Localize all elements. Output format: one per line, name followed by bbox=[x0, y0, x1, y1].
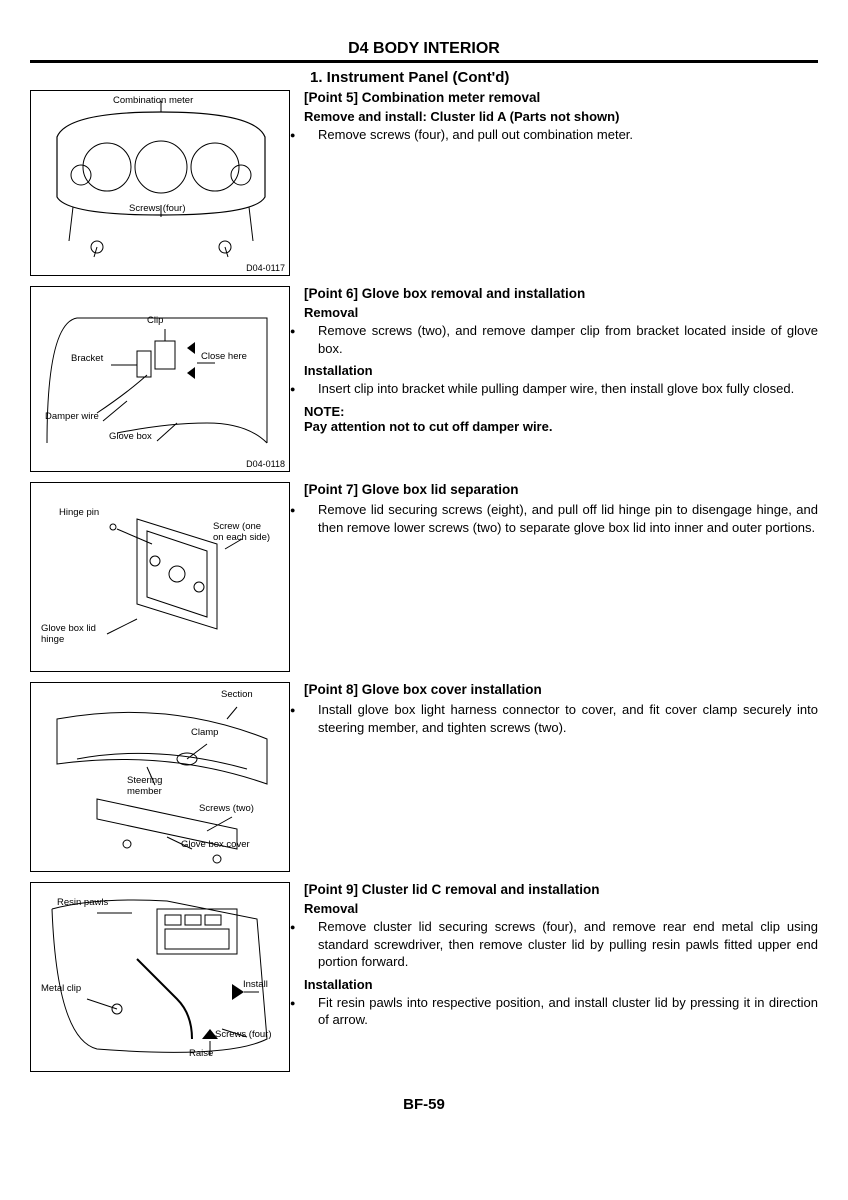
point-6-removal-h: Removal bbox=[304, 305, 818, 320]
fig7-label-hinge-pin: Hinge pin bbox=[59, 507, 99, 518]
row-point-6: Clip Bracket Close here Damper wire Glov… bbox=[30, 286, 818, 472]
fig6-code: D04-0118 bbox=[246, 459, 285, 469]
point-7-title: [Point 7] Glove box lid separation bbox=[304, 482, 818, 497]
row-point-9: Resin pawls Metal clip Install Screws (f… bbox=[30, 882, 818, 1072]
text-point-5: [Point 5] Combination meter removal Remo… bbox=[290, 90, 818, 150]
text-point-7: [Point 7] Glove box lid separation Remov… bbox=[290, 482, 818, 542]
point-8-title: [Point 8] Glove box cover installation bbox=[304, 682, 818, 697]
row-point-5: Combination meter Screws (four) D04-0117… bbox=[30, 90, 818, 276]
fig8-label-screws: Screws (two) bbox=[199, 803, 254, 814]
section-title: 1. Instrument Panel (Cont'd) bbox=[310, 69, 818, 86]
fig9-label-metal: Metal clip bbox=[41, 983, 81, 994]
fig9-label-screws: Screws (four) bbox=[215, 1029, 271, 1040]
fig6-label-glovebox: Glove box bbox=[109, 431, 152, 442]
text-point-8: [Point 8] Glove box cover installation I… bbox=[290, 682, 818, 742]
row-point-7: Hinge pin Screw (one on each side) Glove… bbox=[30, 482, 818, 672]
point-9-removal-h: Removal bbox=[304, 901, 818, 916]
fig5-label-screws: Screws (four) bbox=[129, 203, 185, 214]
fig7-label-screw: Screw (one on each side) bbox=[213, 521, 273, 543]
fig8-label-clamp: Clamp bbox=[191, 727, 218, 738]
point-9-removal-b1: Remove cluster lid securing screws (four… bbox=[318, 918, 818, 971]
fig6-label-clip: Clip bbox=[147, 315, 163, 326]
point-6-note-label: NOTE: bbox=[304, 404, 344, 419]
fig9-label-raise: Raise bbox=[189, 1048, 213, 1059]
figure-point-7: Hinge pin Screw (one on each side) Glove… bbox=[30, 482, 290, 672]
point-9-title: [Point 9] Cluster lid C removal and inst… bbox=[304, 882, 818, 897]
page-header: D4 BODY INTERIOR bbox=[30, 40, 818, 63]
figure-point-5: Combination meter Screws (four) D04-0117 bbox=[30, 90, 290, 276]
figure-point-8: Section Clamp Steering member Screws (tw… bbox=[30, 682, 290, 872]
point-9-install-h: Installation bbox=[304, 977, 818, 992]
fig7-label-hinge: Glove box lid hinge bbox=[41, 623, 111, 645]
fig5-label-meter: Combination meter bbox=[113, 95, 193, 106]
point-6-removal-b1: Remove screws (two), and remove damper c… bbox=[318, 322, 818, 357]
row-point-8: Section Clamp Steering member Screws (tw… bbox=[30, 682, 818, 872]
fig5-code: D04-0117 bbox=[246, 263, 285, 273]
point-5-title: [Point 5] Combination meter removal bbox=[304, 90, 818, 105]
point-6-install-h: Installation bbox=[304, 363, 818, 378]
point-9-install-b1: Fit resin pawls into respective position… bbox=[318, 994, 818, 1029]
point-5-sub: Remove and install: Cluster lid A (Parts… bbox=[304, 109, 818, 124]
fig8-label-steering: Steering member bbox=[127, 775, 177, 797]
fig6-label-damper: Damper wire bbox=[45, 411, 99, 422]
point-6-install-b1: Insert clip into bracket while pulling d… bbox=[318, 380, 818, 398]
figure-point-9: Resin pawls Metal clip Install Screws (f… bbox=[30, 882, 290, 1072]
fig9-label-resin: Resin pawls bbox=[57, 897, 108, 908]
point-6-note-text: Pay attention not to cut off damper wire… bbox=[304, 419, 818, 434]
text-point-6: [Point 6] Glove box removal and installa… bbox=[290, 286, 818, 434]
page-footer: BF-59 bbox=[30, 1096, 818, 1113]
fig6-label-bracket: Bracket bbox=[71, 353, 103, 364]
fig8-label-section: Section bbox=[221, 689, 253, 700]
point-7-bullet-1: Remove lid securing screws (eight), and … bbox=[318, 501, 818, 536]
fig9-label-install: Install bbox=[243, 979, 268, 990]
fig6-label-close: Close here bbox=[201, 351, 247, 362]
point-5-bullet-1: Remove screws (four), and pull out combi… bbox=[318, 126, 818, 144]
fig8-label-cover: Glove box cover bbox=[181, 839, 251, 850]
text-point-9: [Point 9] Cluster lid C removal and inst… bbox=[290, 882, 818, 1035]
point-6-title: [Point 6] Glove box removal and installa… bbox=[304, 286, 818, 301]
point-8-bullet-1: Install glove box light harness connecto… bbox=[318, 701, 818, 736]
figure-point-6: Clip Bracket Close here Damper wire Glov… bbox=[30, 286, 290, 472]
